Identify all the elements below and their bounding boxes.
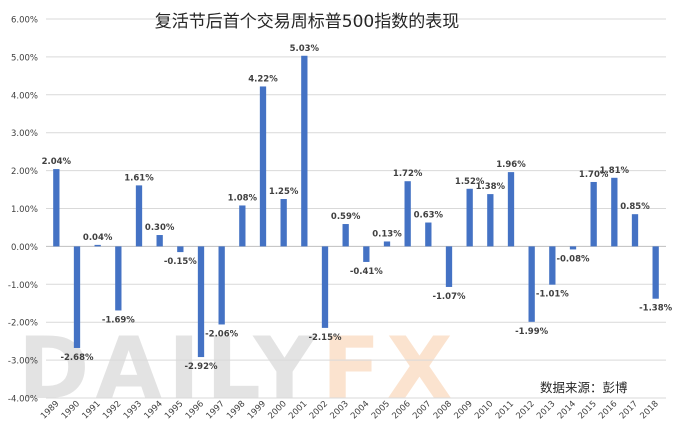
y-tick-label: -1.00%: [8, 281, 38, 291]
bar: [631, 214, 639, 247]
data-label: 1.72%: [393, 169, 423, 179]
data-label: 1.96%: [496, 160, 526, 170]
data-label: 0.85%: [620, 202, 650, 212]
data-label: -2.06%: [205, 329, 238, 339]
bar: [197, 246, 205, 358]
data-label: -0.41%: [350, 267, 383, 277]
bar: [569, 246, 577, 250]
x-tick-label: 2015: [576, 399, 598, 421]
y-tick-label: -3.00%: [8, 357, 38, 367]
x-tick-label: 2018: [638, 399, 660, 421]
data-label: -0.15%: [164, 257, 197, 267]
data-label: 0.30%: [145, 223, 175, 233]
x-tick-label: 2012: [514, 399, 536, 421]
data-label: 1.25%: [269, 187, 299, 197]
data-label: 1.70%: [579, 170, 609, 180]
y-tick-label: 1.00%: [11, 205, 38, 215]
x-tick-label: 2011: [494, 399, 516, 421]
data-label: 0.13%: [372, 229, 402, 239]
y-tick-label: 5.00%: [11, 53, 38, 63]
data-label: -2.15%: [308, 333, 341, 343]
data-label: 1.81%: [600, 166, 630, 176]
y-tick-label: -4.00%: [8, 395, 38, 405]
bar: [590, 181, 597, 247]
bar: [466, 188, 473, 247]
y-tick-label: 3.00%: [11, 129, 38, 139]
data-label: 0.04%: [83, 233, 113, 243]
data-label: 2.04%: [42, 157, 72, 167]
bar: [218, 246, 225, 325]
bar: [259, 86, 267, 247]
y-tick-label: 0.00%: [11, 243, 38, 253]
y-tick-label: -2.00%: [8, 319, 38, 329]
watermark-logo: DAILYFX: [18, 319, 459, 419]
bar: [135, 185, 143, 247]
data-label: -1.38%: [639, 304, 672, 314]
bar: [280, 199, 287, 247]
bar: [73, 246, 81, 348]
bar: [321, 246, 329, 328]
data-label: 1.08%: [228, 193, 258, 203]
data-label: 1.61%: [124, 173, 154, 183]
x-tick-label: 2010: [473, 399, 495, 421]
data-label: 1.52%: [455, 177, 485, 187]
data-label: -2.92%: [184, 362, 217, 372]
data-label: 1.38%: [476, 182, 506, 192]
bar: [115, 246, 122, 311]
bar: [487, 194, 494, 247]
bar: [507, 172, 515, 247]
bar: [156, 235, 163, 247]
bar: [301, 55, 308, 247]
x-tick-label: 2014: [556, 399, 578, 421]
y-tick-label: 4.00%: [11, 91, 38, 101]
bar: [652, 246, 659, 299]
bar: [53, 169, 60, 247]
data-label: 0.63%: [414, 211, 444, 221]
bar: [549, 246, 556, 285]
bar: [363, 246, 370, 262]
data-label: 5.03%: [290, 44, 320, 54]
bar: [528, 246, 535, 322]
data-label: -1.99%: [515, 327, 548, 337]
data-label: 0.59%: [331, 212, 361, 222]
source-note: 数据来源：彭博: [540, 380, 628, 395]
data-label: -1.07%: [432, 292, 465, 302]
data-label: -1.01%: [536, 290, 569, 300]
x-tick-label: 2016: [597, 399, 619, 421]
bar: [383, 241, 391, 247]
bar: [425, 222, 432, 247]
bar: [177, 246, 184, 253]
bar: [445, 246, 453, 287]
chart-title: 复活节后首个交易周标普500指数的表现: [155, 12, 459, 32]
data-label: -2.68%: [60, 353, 93, 363]
x-tick-label: 2017: [618, 399, 640, 421]
data-label: -1.69%: [102, 315, 135, 325]
bar: [239, 205, 246, 247]
bar: [404, 181, 411, 247]
data-label: 4.22%: [248, 74, 278, 84]
bar: [342, 224, 349, 247]
bar: [611, 177, 618, 247]
y-tick-label: 2.00%: [11, 167, 38, 177]
y-tick-label: 6.00%: [11, 16, 38, 26]
x-tick-label: 2013: [535, 399, 557, 421]
data-label: -0.08%: [556, 254, 589, 264]
bar: [94, 244, 101, 247]
